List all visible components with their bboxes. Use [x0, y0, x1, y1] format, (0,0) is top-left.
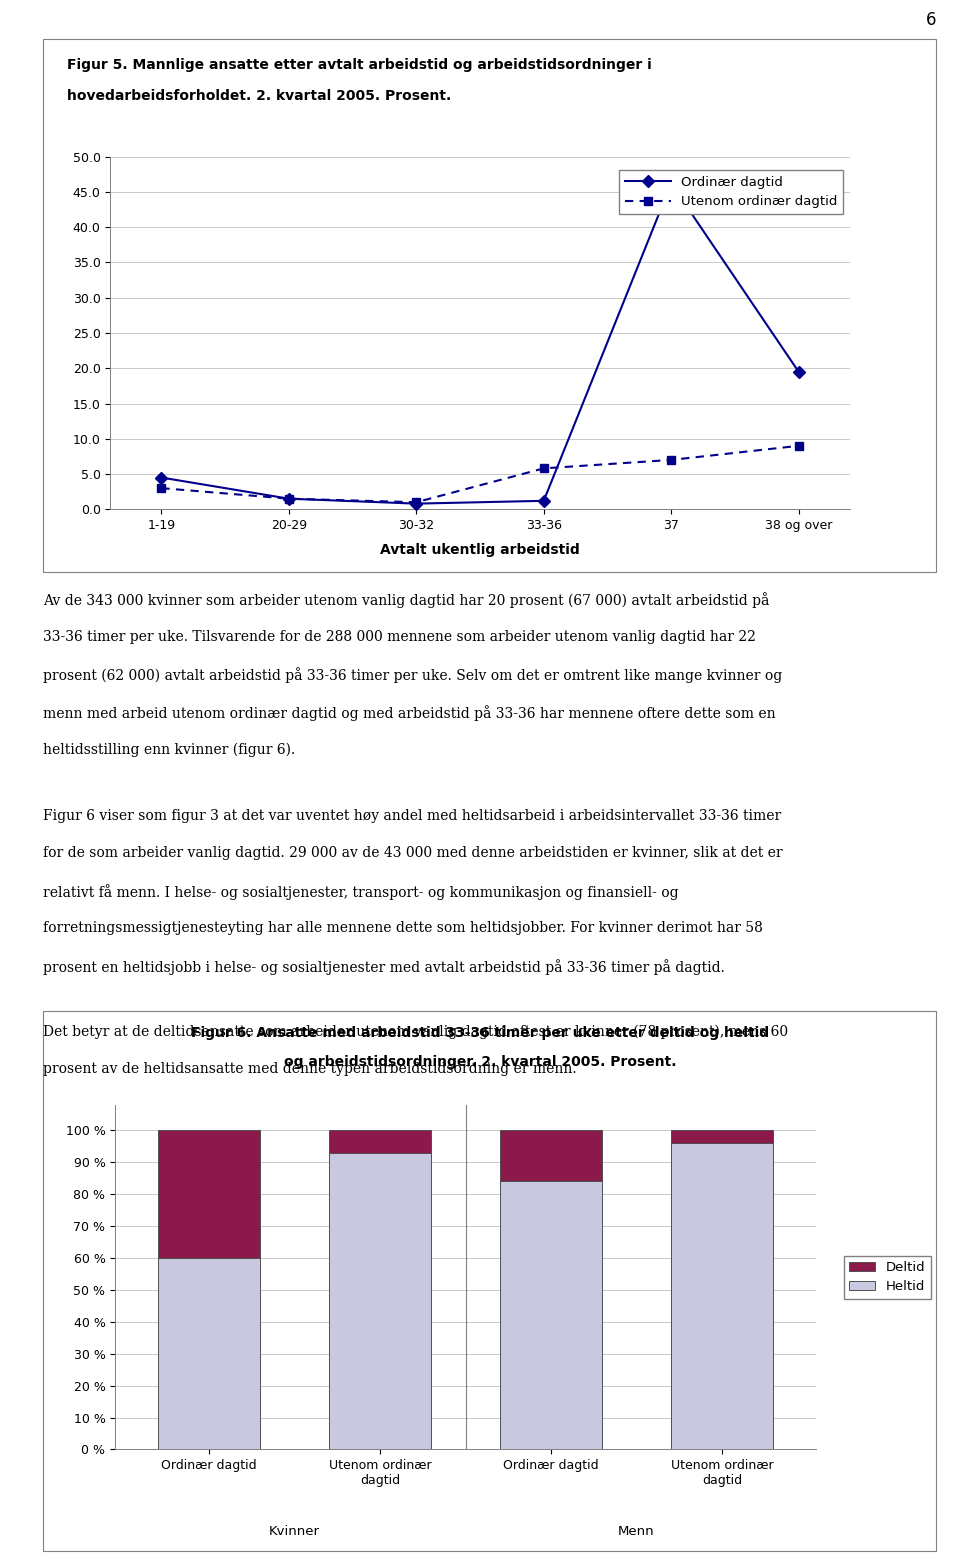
Bar — [158, 1130, 260, 1258]
Text: Figur 6. Ansatte med arbeidstid 33-36 timer per uke etter deltid og heltid: Figur 6. Ansatte med arbeidstid 33-36 ti… — [191, 1026, 769, 1040]
Text: menn med arbeid utenom ordinær dagtid og med arbeidstid på 33-36 har mennene oft: menn med arbeid utenom ordinær dagtid og… — [43, 705, 776, 721]
Text: heltidsstilling enn kvinner (figur 6).: heltidsstilling enn kvinner (figur 6). — [43, 743, 296, 757]
Bar — [671, 1130, 773, 1142]
Text: Figur 5. Mannlige ansatte etter avtalt arbeidstid og arbeidstidsordninger i: Figur 5. Mannlige ansatte etter avtalt a… — [67, 58, 652, 72]
Text: prosent en heltidsjobb i helse- og sosialtjenester med avtalt arbeidstid på 33-3: prosent en heltidsjobb i helse- og sosia… — [43, 959, 725, 975]
Text: relativt få menn. I helse- og sosialtjenester, transport- og kommunikasjon og fi: relativt få menn. I helse- og sosialtjen… — [43, 884, 679, 899]
Legend: Ordinær dagtid, Utenom ordinær dagtid: Ordinær dagtid, Utenom ordinær dagtid — [619, 171, 843, 213]
Text: forretningsmessigtjenesteyting har alle mennene dette som heltidsjobber. For kvi: forretningsmessigtjenesteyting har alle … — [43, 921, 763, 935]
Bar — [500, 1130, 602, 1182]
Text: for de som arbeider vanlig dagtid. 29 000 av de 43 000 med denne arbeidstiden er: for de som arbeider vanlig dagtid. 29 00… — [43, 846, 782, 860]
X-axis label: Avtalt ukentlig arbeidstid: Avtalt ukentlig arbeidstid — [380, 544, 580, 558]
Text: Menn: Menn — [618, 1525, 655, 1539]
Text: 6: 6 — [925, 11, 936, 28]
Text: Figur 6 viser som figur 3 at det var uventet høy andel med heltidsarbeid i arbei: Figur 6 viser som figur 3 at det var uve… — [43, 809, 781, 823]
Bar — [329, 1153, 431, 1449]
Legend: Deltid, Heltid: Deltid, Heltid — [844, 1255, 931, 1299]
Bar — [329, 1130, 431, 1153]
Text: hovedarbeidsforholdet. 2. kvartal 2005. Prosent.: hovedarbeidsforholdet. 2. kvartal 2005. … — [67, 89, 451, 103]
Text: Kvinner: Kvinner — [269, 1525, 321, 1539]
Bar — [500, 1182, 602, 1449]
Text: Det betyr at de deltidsansatte som arbeider utenom vanlig dagtid oftest er kvinn: Det betyr at de deltidsansatte som arbei… — [43, 1025, 788, 1039]
Text: Av de 343 000 kvinner som arbeider utenom vanlig dagtid har 20 prosent (67 000) : Av de 343 000 kvinner som arbeider uteno… — [43, 592, 770, 608]
Bar — [158, 1258, 260, 1449]
Bar — [671, 1142, 773, 1449]
Text: 33-36 timer per uke. Tilsvarende for de 288 000 mennene som arbeider utenom vanl: 33-36 timer per uke. Tilsvarende for de … — [43, 630, 756, 644]
Text: og arbeidstidsordninger. 2. kvartal 2005. Prosent.: og arbeidstidsordninger. 2. kvartal 2005… — [284, 1055, 676, 1069]
Text: prosent (62 000) avtalt arbeidstid på 33-36 timer per uke. Selv om det er omtren: prosent (62 000) avtalt arbeidstid på 33… — [43, 668, 782, 683]
Text: prosent av de heltidsansatte med denne typen arbeidstidsordning er menn.: prosent av de heltidsansatte med denne t… — [43, 1062, 577, 1077]
